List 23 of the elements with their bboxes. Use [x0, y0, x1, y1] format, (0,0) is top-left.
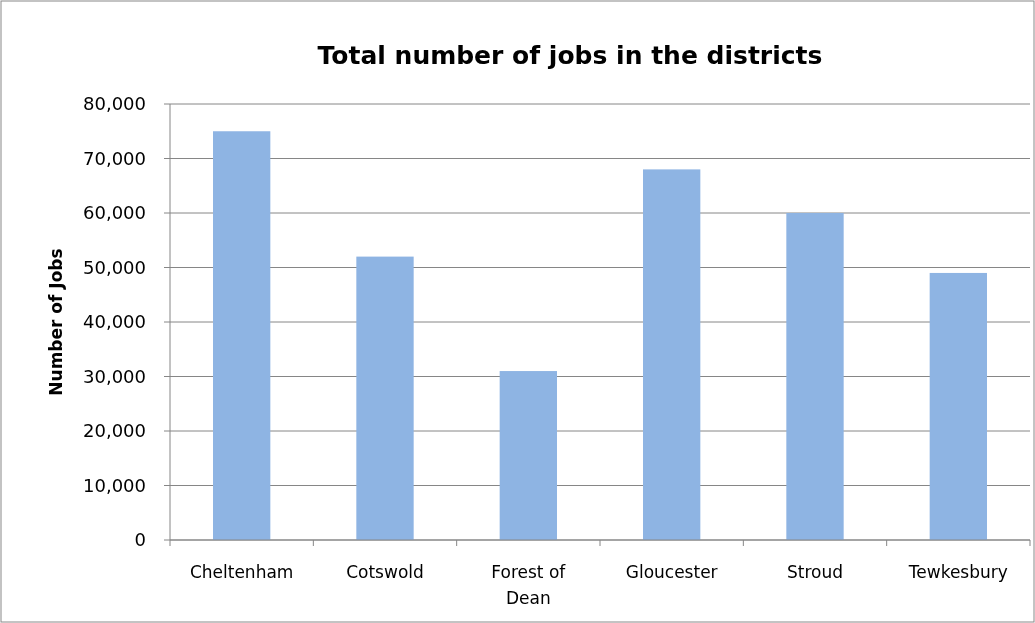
y-tick-label: 50,000 [83, 256, 146, 278]
y-tick-label: 10,000 [83, 474, 146, 496]
chart-title: Total number of jobs in the districts [317, 41, 823, 70]
bar [929, 272, 987, 540]
bar [356, 256, 414, 540]
y-tick-label: 40,000 [83, 311, 146, 333]
bar [499, 371, 557, 540]
bar [643, 169, 701, 540]
y-tick-label: 20,000 [83, 420, 146, 442]
x-tick-label: Forest of Dean [491, 562, 567, 608]
x-tick-label: Stroud [786, 562, 844, 582]
y-tick-label: 70,000 [83, 147, 146, 169]
x-tick-label: Tewkesbury [907, 562, 1008, 582]
bar [213, 131, 271, 540]
y-tick-label: 30,000 [83, 365, 146, 387]
y-tick-label: 0 [134, 529, 146, 551]
x-tick-label: Gloucester [625, 562, 718, 582]
x-tick-label: Cheltenham [189, 562, 294, 582]
y-tick-label: 60,000 [83, 202, 146, 224]
y-tick-label: 80,000 [83, 93, 146, 115]
bar [786, 213, 844, 540]
y-axis-title: Number of Jobs [46, 248, 66, 396]
x-tick-label: Cotswold [346, 562, 424, 582]
